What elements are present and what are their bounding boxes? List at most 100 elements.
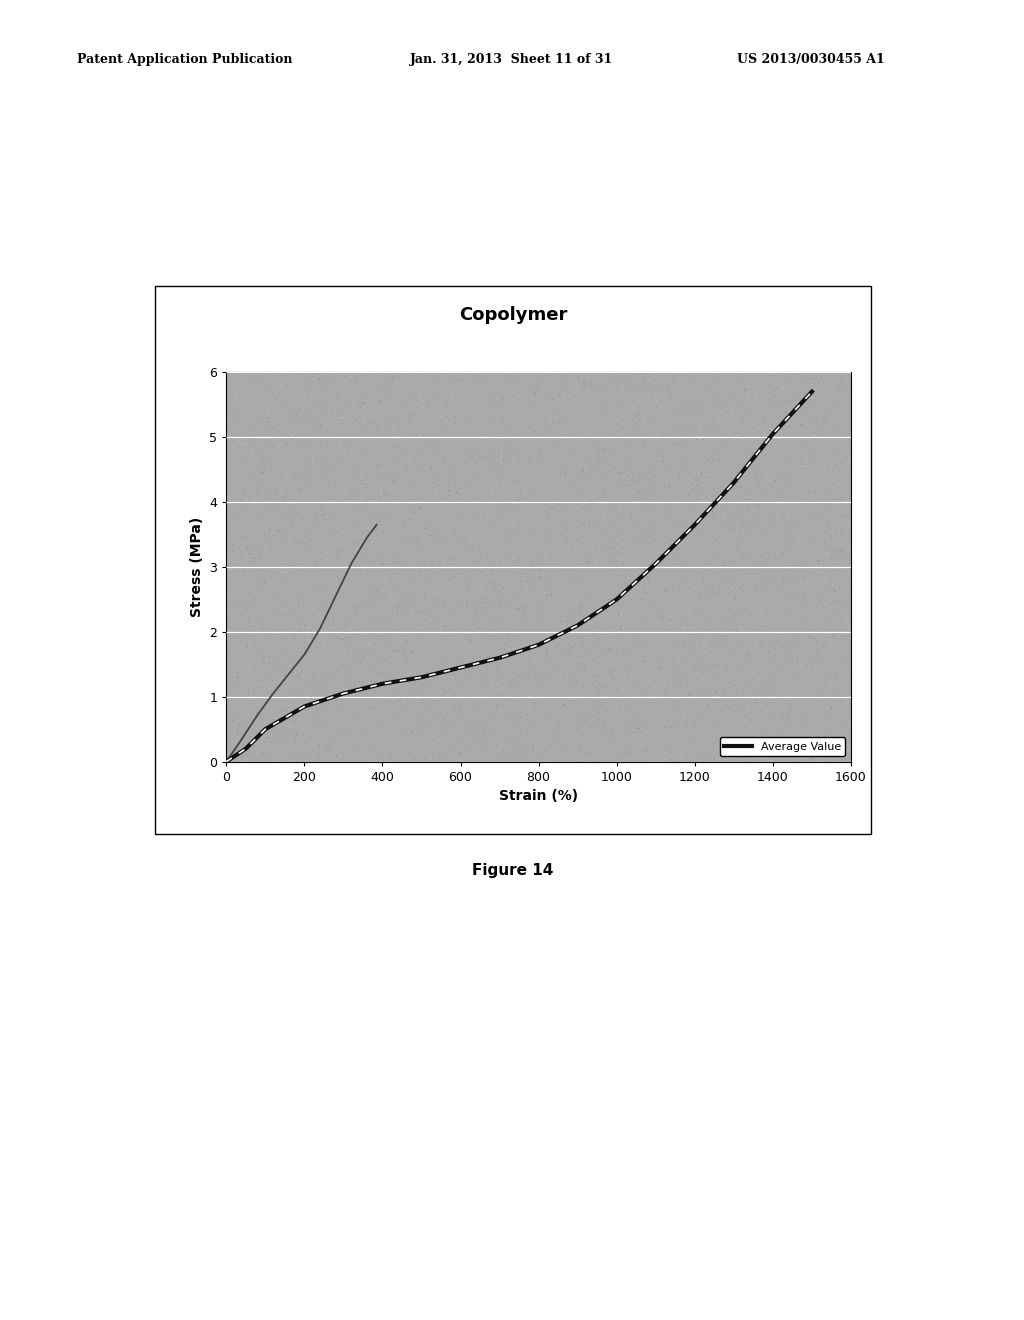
Point: [466, 536, 482, 557]
Point: [409, 434, 425, 455]
Point: [501, 717, 517, 738]
Point: [618, 426, 635, 447]
Point: [623, 581, 639, 602]
Point: [537, 528, 553, 549]
Point: [295, 607, 311, 628]
Point: [383, 589, 399, 610]
Point: [526, 454, 543, 475]
Point: [547, 510, 563, 531]
Point: [424, 647, 440, 668]
Point: [821, 420, 838, 441]
Point: [751, 548, 767, 569]
Point: [831, 554, 848, 576]
Point: [264, 494, 281, 515]
Point: [735, 696, 752, 717]
Point: [738, 713, 755, 734]
Point: [328, 507, 344, 528]
Point: [520, 550, 537, 572]
Point: [386, 424, 402, 445]
Point: [479, 459, 496, 480]
Point: [778, 392, 795, 413]
Point: [287, 484, 303, 506]
Point: [386, 436, 402, 457]
Point: [442, 524, 459, 545]
Point: [839, 739, 855, 760]
Point: [397, 622, 414, 643]
Point: [399, 623, 416, 644]
Point: [457, 383, 473, 404]
Point: [432, 607, 449, 628]
Point: [454, 673, 470, 694]
Point: [246, 659, 262, 680]
Point: [687, 438, 703, 459]
Point: [242, 566, 258, 587]
Point: [794, 449, 810, 470]
Point: [581, 393, 597, 414]
Point: [304, 479, 321, 500]
Point: [312, 642, 329, 663]
Point: [558, 484, 574, 506]
Point: [841, 504, 857, 525]
Point: [719, 401, 735, 422]
Point: [356, 681, 373, 702]
Point: [611, 417, 628, 438]
Point: [370, 612, 386, 634]
Point: [705, 450, 721, 471]
Point: [830, 540, 847, 561]
Point: [240, 504, 256, 525]
Point: [484, 672, 501, 693]
Point: [813, 508, 829, 529]
Point: [459, 570, 475, 591]
Point: [675, 738, 691, 759]
Point: [632, 693, 648, 714]
Point: [387, 684, 403, 705]
Point: [569, 718, 586, 739]
Point: [446, 665, 463, 686]
Point: [368, 694, 384, 715]
Point: [799, 642, 815, 663]
Point: [695, 403, 712, 424]
Point: [251, 477, 267, 498]
Point: [699, 631, 716, 652]
Point: [839, 395, 855, 416]
Point: [417, 447, 433, 469]
Point: [781, 516, 798, 537]
Point: [547, 585, 563, 606]
Point: [362, 506, 379, 527]
Point: [545, 623, 561, 644]
Point: [706, 510, 722, 531]
Point: [478, 678, 495, 700]
Point: [558, 573, 574, 594]
Point: [245, 684, 261, 705]
Point: [827, 409, 844, 430]
Point: [784, 664, 801, 685]
Point: [782, 694, 799, 715]
Point: [570, 471, 587, 492]
Point: [257, 609, 273, 630]
Point: [400, 606, 417, 627]
Point: [323, 664, 339, 685]
Point: [699, 708, 716, 729]
Point: [606, 512, 623, 533]
Point: [257, 655, 273, 676]
Point: [752, 496, 768, 517]
Point: [302, 425, 318, 446]
Point: [251, 404, 267, 425]
Point: [741, 477, 758, 498]
Point: [740, 508, 757, 529]
Point: [525, 420, 542, 441]
Point: [409, 364, 425, 385]
Point: [567, 623, 584, 644]
Point: [219, 704, 236, 725]
Point: [538, 713, 554, 734]
Point: [722, 536, 738, 557]
Point: [657, 541, 674, 562]
Point: [537, 560, 553, 581]
Point: [721, 508, 737, 529]
Point: [280, 375, 296, 396]
Point: [828, 669, 845, 690]
Point: [487, 605, 504, 626]
Point: [502, 486, 518, 507]
Point: [592, 455, 608, 477]
Point: [731, 661, 748, 682]
